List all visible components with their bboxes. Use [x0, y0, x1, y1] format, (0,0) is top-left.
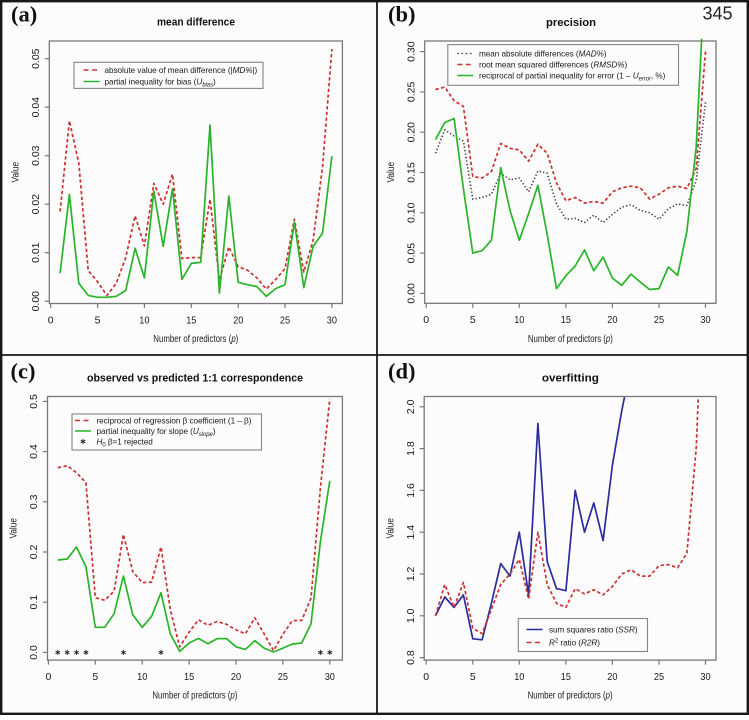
svg-text:1.0: 1.0: [405, 608, 417, 623]
svg-text:1.6: 1.6: [405, 483, 417, 498]
svg-text:H0 β=1 rejected: H0 β=1 rejected: [97, 438, 154, 449]
svg-text:0.1: 0.1: [28, 595, 40, 610]
svg-text:reciprocal of partial inequali: reciprocal of partial inequality for err…: [479, 72, 666, 83]
svg-text:Value: Value: [8, 518, 20, 539]
svg-text:20: 20: [233, 314, 243, 326]
svg-text:(b): (b): [388, 2, 416, 27]
svg-text:30: 30: [327, 314, 337, 326]
svg-text:mean absolute differences (MAD: mean absolute differences (MAD%): [479, 50, 607, 59]
svg-text:reciprocal of regression β coe: reciprocal of regression β coefficient (…: [97, 417, 252, 426]
svg-text:0.15: 0.15: [405, 162, 417, 183]
svg-text:(c): (c): [11, 359, 36, 384]
svg-text:0.04: 0.04: [30, 97, 42, 118]
svg-text:(d): (d): [388, 359, 416, 384]
svg-text:0.4: 0.4: [28, 444, 40, 459]
svg-text:10: 10: [514, 671, 524, 683]
svg-text:5: 5: [470, 314, 476, 326]
svg-text:R2 ratio (R2R): R2 ratio (R2R): [549, 639, 600, 648]
svg-text:0.00: 0.00: [405, 283, 417, 304]
svg-text:0.20: 0.20: [405, 122, 417, 143]
svg-text:30: 30: [700, 314, 710, 326]
svg-text:absolute value of mean differe: absolute value of mean difference (|MD%|…: [105, 66, 258, 75]
svg-text:0.5: 0.5: [28, 394, 40, 409]
svg-text:0.0: 0.0: [28, 645, 40, 660]
svg-text:Value: Value: [10, 162, 22, 183]
svg-text:mean difference: mean difference: [157, 17, 235, 29]
svg-text:0: 0: [45, 671, 51, 683]
svg-text:5: 5: [470, 671, 476, 683]
svg-text:5: 5: [95, 314, 101, 326]
svg-text:15: 15: [186, 314, 196, 326]
svg-text:10: 10: [137, 671, 147, 683]
svg-text:0: 0: [423, 314, 429, 326]
svg-text:0: 0: [48, 314, 54, 326]
svg-text:sum squares ratio (SSR): sum squares ratio (SSR): [549, 626, 638, 635]
svg-text:5: 5: [92, 671, 98, 683]
svg-text:20: 20: [231, 671, 241, 683]
svg-text:0: 0: [423, 671, 429, 683]
svg-text:root mean squared differences: root mean squared differences (RMSD%): [479, 61, 628, 70]
svg-text:20: 20: [607, 671, 617, 683]
svg-text:Number of predictors (p): Number of predictors (p): [153, 333, 238, 345]
svg-text:25: 25: [654, 671, 664, 683]
svg-text:1.4: 1.4: [405, 525, 417, 540]
svg-text:partial inequality for slope (: partial inequality for slope (Uslope): [97, 427, 216, 438]
svg-text:345: 345: [702, 4, 732, 24]
svg-text:0.2: 0.2: [28, 545, 40, 560]
svg-text:Number of predictors (p): Number of predictors (p): [528, 690, 613, 702]
svg-text:precision: precision: [546, 17, 596, 29]
svg-text:Value: Value: [385, 162, 397, 183]
svg-text:1.2: 1.2: [405, 567, 417, 582]
svg-text:10: 10: [139, 314, 149, 326]
svg-text:Number of predictors (p): Number of predictors (p): [528, 333, 613, 345]
svg-text:0.3: 0.3: [28, 494, 40, 509]
svg-text:0.10: 0.10: [405, 202, 417, 223]
svg-text:15: 15: [184, 671, 194, 683]
svg-text:1.8: 1.8: [405, 441, 417, 456]
svg-text:25: 25: [280, 314, 290, 326]
svg-text:20: 20: [607, 314, 617, 326]
svg-text:2.0: 2.0: [405, 399, 417, 414]
svg-text:0.00: 0.00: [30, 291, 42, 312]
svg-text:0.25: 0.25: [405, 82, 417, 103]
svg-text:observed vs predicted 1:1 corr: observed vs predicted 1:1 correspondence: [87, 372, 303, 384]
svg-text:0.05: 0.05: [405, 243, 417, 264]
svg-text:15: 15: [561, 671, 571, 683]
svg-text:25: 25: [654, 314, 664, 326]
svg-text:15: 15: [561, 314, 571, 326]
svg-text:10: 10: [514, 314, 524, 326]
svg-text:0.01: 0.01: [30, 242, 42, 263]
svg-text:30: 30: [700, 671, 710, 683]
svg-text:0.30: 0.30: [405, 41, 417, 62]
svg-text:overfitting: overfitting: [542, 372, 599, 384]
svg-text:0.03: 0.03: [30, 145, 42, 166]
svg-text:Value: Value: [384, 518, 396, 539]
svg-text:25: 25: [278, 671, 288, 683]
svg-text:0.05: 0.05: [30, 48, 42, 69]
svg-text:0.02: 0.02: [30, 194, 42, 215]
svg-text:partial inequality for bias (U: partial inequality for bias (Ubias): [105, 78, 217, 89]
svg-text:0.8: 0.8: [405, 650, 417, 665]
svg-text:(a): (a): [11, 2, 37, 27]
svg-text:30: 30: [325, 671, 335, 683]
svg-text:Number of predictors (p): Number of predictors (p): [152, 690, 237, 702]
